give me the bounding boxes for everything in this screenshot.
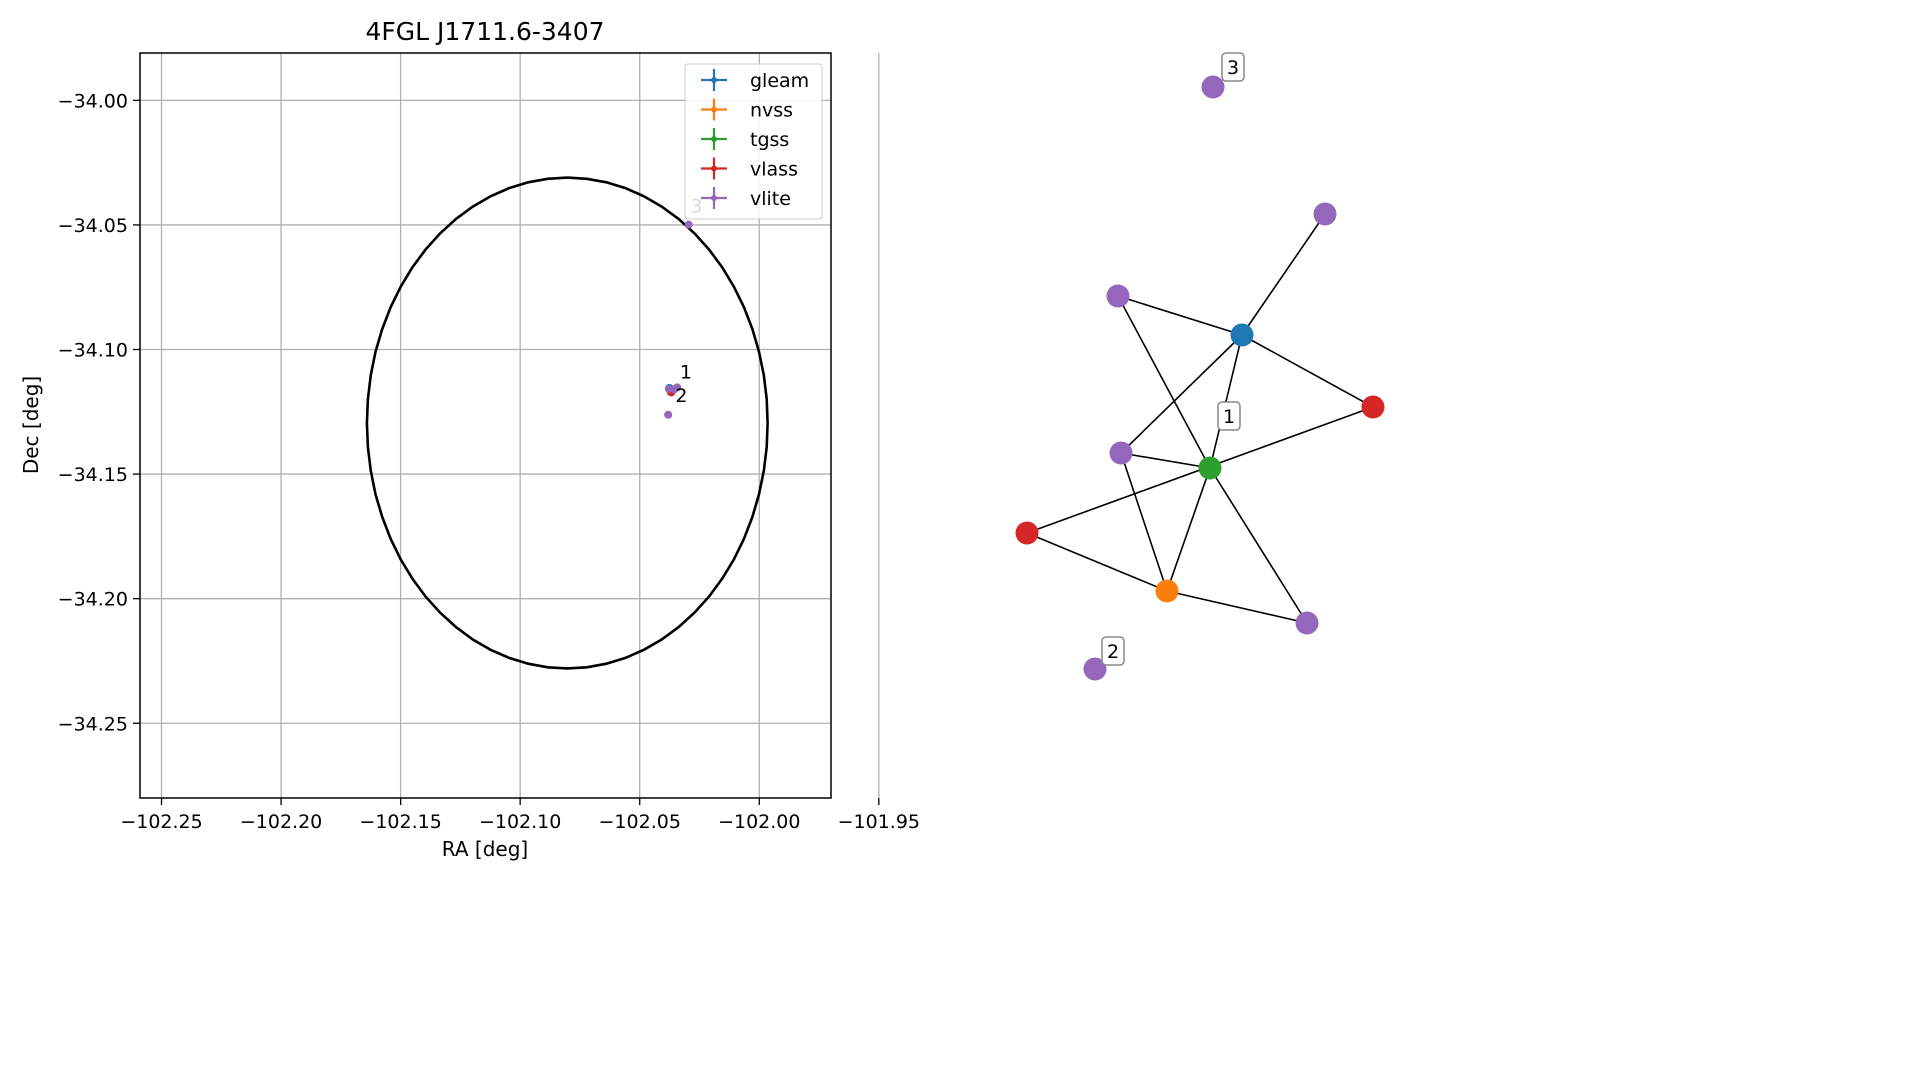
network-label-box — [1221, 52, 1245, 82]
x-tick-label: −102.10 — [479, 811, 561, 833]
source-annotation: 1 — [680, 362, 692, 384]
network-node-vlass — [1015, 521, 1039, 545]
legend-label: vlass — [750, 159, 798, 181]
legend-label: gleam — [750, 70, 809, 92]
legend-label: vlite — [750, 188, 791, 210]
network-edge — [1166, 590, 1308, 624]
network-node-vlite — [1201, 75, 1225, 99]
network-node-gleam — [1230, 323, 1254, 347]
legend-box — [684, 63, 823, 220]
network-label: 1 — [1217, 401, 1241, 431]
association-network: 1 2 3 — [1015, 52, 1385, 681]
legend-marker-dot — [711, 77, 717, 83]
plot-frame — [139, 52, 832, 799]
network-node-tgss — [1198, 456, 1222, 480]
legend-marker-dot — [711, 106, 717, 113]
x-tick-label: −102.25 — [120, 811, 202, 833]
legend-entries: gleam nvss tgss vlass vlite — [701, 69, 809, 210]
network-node-nvss — [1155, 579, 1179, 603]
network-edge — [1166, 467, 1211, 592]
legend-marker-dot — [711, 165, 717, 172]
network-node-vlite — [1109, 441, 1133, 465]
network-edge — [1120, 334, 1243, 454]
legend-marker-dot — [711, 136, 717, 142]
network-labels: 1 2 3 — [1101, 52, 1245, 666]
network-node-vlite — [1106, 284, 1130, 308]
plot-title: 4FGL J1711.6-3407 — [365, 17, 604, 46]
sky-plot: 4FGL J1711.6-3407 −102.25 −102.20 −102.15−… — [19, 17, 920, 861]
network-node-vlass — [1361, 395, 1385, 419]
network-label: 3 — [1221, 52, 1245, 82]
point-vlite — [670, 385, 679, 394]
localization-ellipse — [365, 176, 769, 670]
network-edge — [1120, 452, 1168, 592]
network-node-vlite — [1083, 657, 1107, 681]
network-label-text: 1 — [1223, 406, 1235, 428]
legend-label: nvss — [750, 100, 793, 122]
network-edge — [1241, 334, 1374, 408]
legend-marker-dot — [711, 195, 717, 201]
y-tick-label: −34.00 — [58, 90, 128, 112]
legend-entry-vlass: vlass — [701, 157, 798, 181]
x-tick-label: −102.00 — [718, 811, 800, 833]
network-node-vlite — [1313, 202, 1337, 226]
network-edge — [1209, 467, 1308, 624]
y-tick-label: −34.05 — [58, 215, 128, 237]
network-nodes — [1015, 75, 1385, 681]
network-edges — [1026, 213, 1374, 624]
legend: gleam nvss tgss vlass vlite — [684, 63, 823, 220]
point-vlite — [684, 220, 693, 229]
x-tick-label: −102.05 — [599, 811, 681, 833]
y-tick-label: −34.10 — [58, 340, 128, 362]
source-points — [664, 220, 693, 419]
network-edge — [1120, 452, 1211, 469]
legend-entry-nvss: nvss — [701, 98, 793, 122]
y-axis-label: Dec [deg] — [19, 376, 43, 474]
x-axis-label: RA [deg] — [442, 837, 528, 861]
network-label-text: 3 — [1227, 57, 1239, 79]
x-tick-label: −101.95 — [838, 811, 920, 833]
y-tick-label: −34.25 — [58, 713, 128, 735]
network-label-text: 2 — [1107, 641, 1119, 663]
network-edge — [1117, 295, 1243, 336]
network-label-box — [1217, 401, 1241, 431]
x-axis-ticks: −102.25 −102.20 −102.15 −102.10 −102.05 −102.… — [120, 798, 920, 833]
y-tick-label: −34.15 — [58, 464, 128, 486]
point-vlite — [664, 410, 673, 419]
legend-entry-gleam: gleam — [701, 69, 809, 92]
y-axis-ticks: −34.00 −34.05 −34.10 −34.15 −34.20 −34.25 — [58, 90, 140, 735]
y-tick-label: −34.20 — [58, 589, 128, 611]
network-label: 2 — [1101, 636, 1125, 666]
network-edge — [1026, 532, 1168, 592]
network-edge — [1117, 295, 1211, 469]
legend-entry-tgss: tgss — [701, 128, 789, 151]
source-annotation: 2 — [675, 385, 687, 407]
x-tick-label: −102.20 — [240, 811, 322, 833]
legend-label: tgss — [750, 129, 789, 151]
legend-entry-vlite: vlite — [701, 187, 791, 210]
x-tick-label: −102.15 — [359, 811, 441, 833]
network-node-vlite — [1295, 611, 1319, 635]
network-edge — [1241, 213, 1326, 336]
network-label-box — [1101, 636, 1125, 666]
